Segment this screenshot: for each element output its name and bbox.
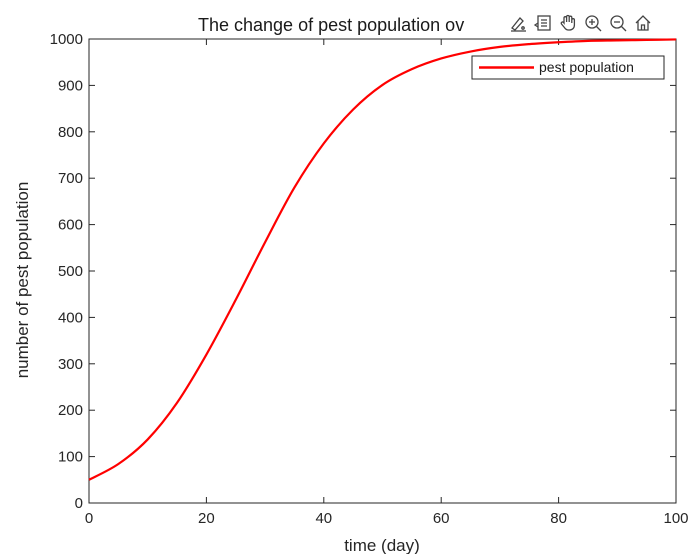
y-tick-label: 100 [58, 449, 83, 466]
legend-label-pest-population: pest population [539, 59, 634, 75]
y-tick-label: 800 [58, 124, 83, 141]
x-tick-label: 100 [663, 510, 688, 527]
legend[interactable]: pest population [471, 55, 665, 80]
axes-toolbar [506, 10, 656, 36]
y-tick-label: 900 [58, 77, 83, 94]
series-line-pest-population [88, 38, 677, 481]
home-restore-icon[interactable] [631, 11, 655, 35]
zoom-out-icon[interactable] [606, 11, 630, 35]
data-tips-icon[interactable] [531, 11, 555, 35]
y-tick-label: 600 [58, 217, 83, 234]
axes-box [88, 38, 677, 504]
y-tick-label: 300 [58, 356, 83, 373]
y-tick-label: 700 [58, 170, 83, 187]
plot-area [89, 39, 676, 503]
x-tick-label: 40 [315, 510, 332, 527]
y-tick-label: 500 [58, 263, 83, 280]
y-tick-label: 0 [75, 495, 83, 512]
y-tick-label: 400 [58, 309, 83, 326]
y-axis: 0 100 200 300 400 500 600 700 800 900 1000 [50, 31, 676, 512]
chart-title: The change of pest population ov [198, 15, 464, 35]
x-axis: 0 20 40 60 80 100 [85, 39, 689, 527]
y-axis-label: number of pest population [13, 182, 32, 379]
series-layer [88, 38, 677, 481]
x-axis-label: time (day) [344, 536, 420, 554]
x-tick-label: 60 [433, 510, 450, 527]
x-tick-label: 80 [550, 510, 567, 527]
pan-hand-icon[interactable] [556, 11, 580, 35]
y-tick-label: 1000 [50, 31, 83, 48]
brush-edit-icon[interactable] [506, 11, 530, 35]
legend-box [471, 55, 665, 80]
zoom-in-icon[interactable] [581, 11, 605, 35]
x-tick-label: 20 [198, 510, 215, 527]
x-tick-label: 0 [85, 510, 93, 527]
y-tick-label: 200 [58, 402, 83, 419]
